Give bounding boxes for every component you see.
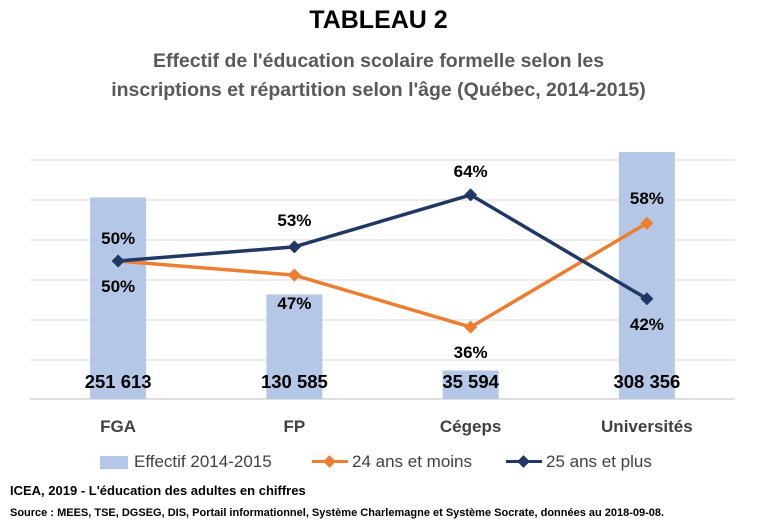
marker-young-1 (287, 268, 301, 282)
bar-2 (442, 370, 499, 399)
label-young-3: 58% (630, 189, 664, 208)
label-old-1: 53% (277, 211, 311, 230)
bar-label-1: 130 585 (261, 371, 328, 392)
marker-young-2 (464, 320, 478, 334)
legend-label-young: 24 ans et moins (352, 452, 473, 471)
bar-3 (618, 152, 675, 399)
legend-line-young-swatch (312, 455, 348, 469)
marker-old-2 (464, 188, 478, 202)
label-young-1: 47% (277, 294, 311, 313)
bar-label-3: 308 356 (613, 371, 680, 392)
marker-old-0 (111, 254, 125, 268)
label-old-2: 64% (454, 162, 488, 181)
marker-young-3 (640, 216, 654, 230)
line-young (117, 221, 648, 329)
bar-1 (266, 294, 323, 399)
label-young-2: 36% (454, 343, 488, 362)
label-old-3: 42% (630, 315, 664, 334)
source-note: Source : MEES, TSE, DGSEG, DIS, Portail … (10, 507, 665, 519)
legend-label-old: 25 ans et plus (546, 452, 652, 471)
legend-item-effectif: Effectif 2014-2015 (100, 452, 272, 472)
subtitle-line-2: inscriptions et répartition selon l'âge … (111, 79, 646, 101)
category-label-3: Universités (601, 417, 693, 436)
marker-old-1 (287, 240, 301, 254)
legend-line-old-swatch (506, 455, 542, 469)
bar-label-0: 251 613 (85, 371, 152, 392)
category-label-2: Cégeps (440, 417, 501, 436)
legend: Effectif 2014-2015 24 ans et moins 25 an… (0, 452, 757, 474)
category-label-0: FGA (100, 417, 136, 436)
legend-item-old: 25 ans et plus (506, 452, 652, 472)
bar-label-2: 35 594 (442, 371, 499, 392)
legend-label-effectif: Effectif 2014-2015 (134, 452, 272, 471)
bar-0 (90, 197, 147, 399)
chart-title: TABLEAU 2 (309, 6, 448, 34)
marker-old-3 (640, 292, 654, 306)
chart-subtitle: Effectif de l'éducation scolaire formell… (60, 47, 697, 105)
label-young-0: 50% (101, 277, 135, 296)
subtitle-line-1: Effectif de l'éducation scolaire formell… (152, 50, 605, 72)
label-old-0: 50% (101, 229, 135, 248)
line-old (117, 193, 648, 301)
legend-bar-swatch (100, 455, 128, 469)
category-label-1: FP (284, 417, 306, 436)
legend-item-young: 24 ans et moins (312, 452, 472, 472)
source-citation: ICEA, 2019 - L'éducation des adultes en … (10, 483, 306, 498)
